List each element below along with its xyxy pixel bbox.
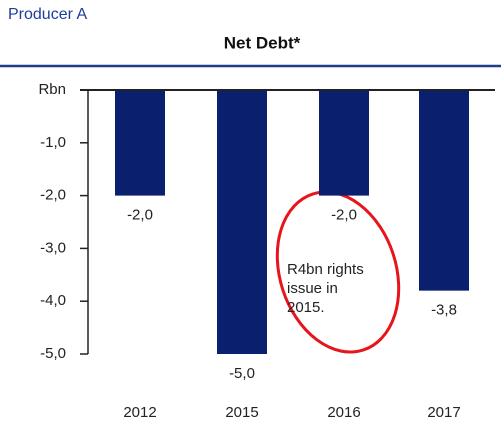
value-label: -2,0 (127, 207, 153, 224)
x-tick-label: 2012 (123, 404, 156, 421)
bar (115, 90, 165, 196)
header: Producer A (8, 6, 87, 23)
annotation: R4bn rights (287, 261, 364, 278)
y-tick-label: -4,0 (40, 292, 66, 309)
annotation-circle (275, 190, 401, 354)
bar (217, 90, 267, 354)
y-tick-label: -2,0 (40, 187, 66, 204)
annotation: issue in (287, 280, 338, 297)
bar (419, 90, 469, 291)
y-tick-label: Rbn (38, 81, 66, 98)
chart-title: Net Debt* (224, 33, 301, 52)
annotation: 2015. (287, 299, 325, 316)
x-tick-label: 2016 (327, 404, 360, 421)
y-tick-label: -5,0 (40, 345, 66, 362)
value-label: -5,0 (229, 365, 255, 382)
value-label: -3,8 (431, 302, 457, 319)
x-tick-label: 2015 (225, 404, 258, 421)
bar (319, 90, 369, 196)
y-tick-label: -3,0 (40, 239, 66, 256)
y-tick-label: -1,0 (40, 134, 66, 151)
x-tick-label: 2017 (427, 404, 460, 421)
value-label: -2,0 (331, 207, 357, 224)
